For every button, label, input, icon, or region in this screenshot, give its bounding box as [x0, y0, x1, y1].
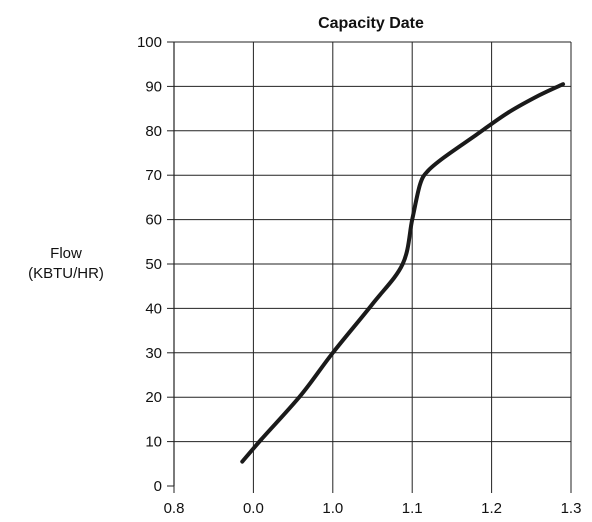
- y-tick-label: 90: [145, 78, 162, 95]
- y-axis-label: Flow (KBTU/HR): [0, 244, 132, 284]
- grid: [174, 41, 572, 486]
- y-axis-label-line2: (KBTU/HR): [28, 265, 104, 282]
- y-tick-label: 60: [145, 212, 162, 229]
- y-tick-label: 10: [145, 434, 162, 451]
- y-tick-label: 40: [145, 300, 162, 317]
- x-tick-label: 1.2: [481, 500, 502, 517]
- y-tick-label: 50: [145, 256, 162, 273]
- x-tick-label: 1.1: [402, 500, 423, 517]
- series-line: [240, 82, 566, 464]
- axes: [167, 41, 572, 493]
- x-tick-label: 1.3: [561, 500, 582, 517]
- x-tick-label: 0.8: [164, 500, 185, 517]
- y-axis-label-line1: Flow: [50, 245, 82, 262]
- x-tick-label: 0.0: [243, 500, 264, 517]
- y-tick-label: 0: [154, 478, 162, 495]
- y-tick-label: 70: [145, 167, 162, 184]
- x-tick-labels: 0.8 0.0 1.0 1.1 1.2 1.3: [164, 500, 582, 517]
- y-tick-label: 30: [145, 345, 162, 362]
- chart-title: Capacity Date: [318, 15, 424, 32]
- y-tick-label: 100: [137, 34, 162, 51]
- series-group: [240, 82, 566, 464]
- x-tick-label: 1.0: [322, 500, 343, 517]
- y-tick-label: 80: [145, 123, 162, 140]
- y-tick-labels: 0 10 20 30 40 50 60 70 80 90 100: [137, 34, 162, 495]
- y-tick-label: 20: [145, 389, 162, 406]
